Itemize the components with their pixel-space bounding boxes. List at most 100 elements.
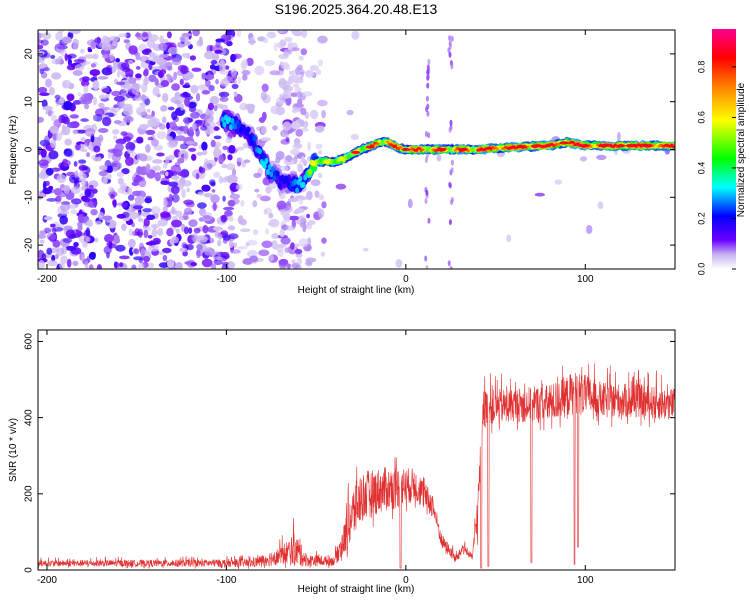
spectrogram-speckle xyxy=(317,172,323,179)
spectrogram-speckle xyxy=(296,257,303,266)
spectrogram-speckle xyxy=(534,192,545,197)
spectrogram-speckle xyxy=(144,114,153,120)
spectrogram-speckle xyxy=(304,69,315,78)
spectrogram-speckle xyxy=(135,195,145,205)
spectrogram-ridge-cell xyxy=(262,162,267,169)
spectrogram-speckle xyxy=(62,36,72,44)
spectrogram-speckle xyxy=(38,172,47,179)
spectrogram-speckle xyxy=(280,62,290,70)
snr-y-tick-label: 600 xyxy=(24,333,35,350)
spectrogram-speckle xyxy=(179,35,190,42)
snr-x-tick-label: 0 xyxy=(403,575,409,586)
spectrogram-speckle xyxy=(254,188,260,193)
spectrogram-speckle xyxy=(290,148,300,156)
spectrogram-speckle xyxy=(171,111,178,121)
spectrogram-speckle xyxy=(249,36,255,46)
spectrogram-stripe-blob xyxy=(426,82,430,89)
spectrogram-speckle xyxy=(168,193,173,203)
spectrogram-speckle xyxy=(50,114,57,122)
spectrogram-stripe-blob xyxy=(426,73,430,80)
spectrogram-y-label: Frequency (Hz) xyxy=(8,116,19,185)
spectrogram-speckle xyxy=(203,247,214,256)
spectrogram-speckle xyxy=(168,181,179,187)
spectrogram-speckle xyxy=(152,86,160,96)
spectrogram-speckle xyxy=(121,211,130,219)
spectrogram-speckle xyxy=(297,64,303,71)
snr-x-label: Height of straight line (km) xyxy=(298,584,415,595)
spectrogram-speckle xyxy=(159,54,163,60)
spectrogram-speckle xyxy=(78,235,90,244)
spectrogram-speckle xyxy=(156,152,165,157)
spectrogram-speckle xyxy=(201,90,211,95)
spectrogram-y-tick-label: -20 xyxy=(24,237,35,252)
spectrogram-speckle xyxy=(198,167,206,174)
spectrogram-speckle xyxy=(41,62,46,69)
spectrogram-peak xyxy=(598,144,608,148)
spectrogram-speckle xyxy=(253,172,262,179)
spectrogram-speckle xyxy=(184,97,190,107)
spectrogram-speckle xyxy=(201,184,211,192)
snr-x-tick-label: 100 xyxy=(577,575,594,586)
spectrogram-speckle xyxy=(167,47,179,55)
spectrogram-speckle xyxy=(224,210,233,217)
spectrogram-speckle xyxy=(55,101,61,107)
spectrogram-speckle xyxy=(171,83,181,91)
spectrogram-speckle xyxy=(192,123,197,131)
spectrogram-speckle xyxy=(51,227,57,234)
spectrogram-speckle xyxy=(63,148,73,157)
spectrogram-speckle xyxy=(120,62,130,69)
snr-x-tick-label: -100 xyxy=(216,575,236,586)
spectrogram-speckle xyxy=(295,253,303,258)
spectrogram-speckle xyxy=(48,150,59,160)
spectrogram-speckle xyxy=(72,42,79,50)
spectrogram-speckle xyxy=(218,154,224,165)
spectrogram-speckle xyxy=(279,192,286,200)
spectrogram-speckle xyxy=(236,157,243,163)
spectrogram-stripe-blob xyxy=(450,35,454,42)
spectrogram-speckle xyxy=(116,171,125,178)
spectrogram-speckle xyxy=(283,51,289,58)
spectrogram-speckle xyxy=(221,177,229,183)
spectrogram-speckle xyxy=(190,84,199,94)
spectrogram-speckle xyxy=(579,156,588,162)
spectrogram-speckle xyxy=(139,153,148,162)
spectrogram-speckle xyxy=(145,129,156,135)
spectrogram-ridge-cell xyxy=(308,168,312,175)
spectrogram-y-tick-label: -10 xyxy=(24,190,35,205)
spectrogram-speckle xyxy=(166,136,174,141)
spectrogram-speckle xyxy=(108,35,119,42)
spectrogram-speckle xyxy=(293,103,305,108)
spectrogram-speckle xyxy=(285,225,296,231)
spectrogram-speckle xyxy=(288,75,294,85)
spectrogram-speckle xyxy=(292,83,299,88)
spectrogram-speckle xyxy=(53,188,62,196)
spectrogram-speckle xyxy=(45,167,54,176)
spectrogram-speckle xyxy=(39,68,45,75)
spectrogram-speckle xyxy=(123,136,132,142)
spectrogram-speckle xyxy=(77,213,85,223)
spectrogram-speckle xyxy=(83,103,90,110)
spectrogram-speckle xyxy=(112,199,117,208)
spectrogram-speckle xyxy=(174,100,181,105)
spectrogram-ridge-cell xyxy=(258,148,262,155)
spectrogram-speckle xyxy=(282,211,291,221)
spectrogram-ridge-cell xyxy=(222,121,227,128)
spectrogram-speckle xyxy=(291,107,298,114)
spectrogram-speckle xyxy=(318,194,324,201)
spectrogram-speckle xyxy=(128,77,137,85)
spectrogram-speckle xyxy=(81,195,88,201)
spectrogram-speckle xyxy=(213,105,218,112)
spectrogram-speckle xyxy=(277,41,285,49)
spectrogram-speckle xyxy=(230,68,238,77)
spectrogram-speckle xyxy=(55,223,65,228)
spectrogram-speckle xyxy=(64,138,72,146)
spectrogram-speckle xyxy=(80,118,89,122)
spectrogram-speckle xyxy=(98,94,108,100)
spectrogram-speckle xyxy=(119,255,130,260)
spectrogram-speckle xyxy=(73,100,82,105)
spectrogram-speckle xyxy=(221,261,229,266)
spectrogram-speckle xyxy=(315,69,322,76)
spectrogram-speckle xyxy=(204,113,214,124)
spectrogram-speckle xyxy=(97,76,109,80)
